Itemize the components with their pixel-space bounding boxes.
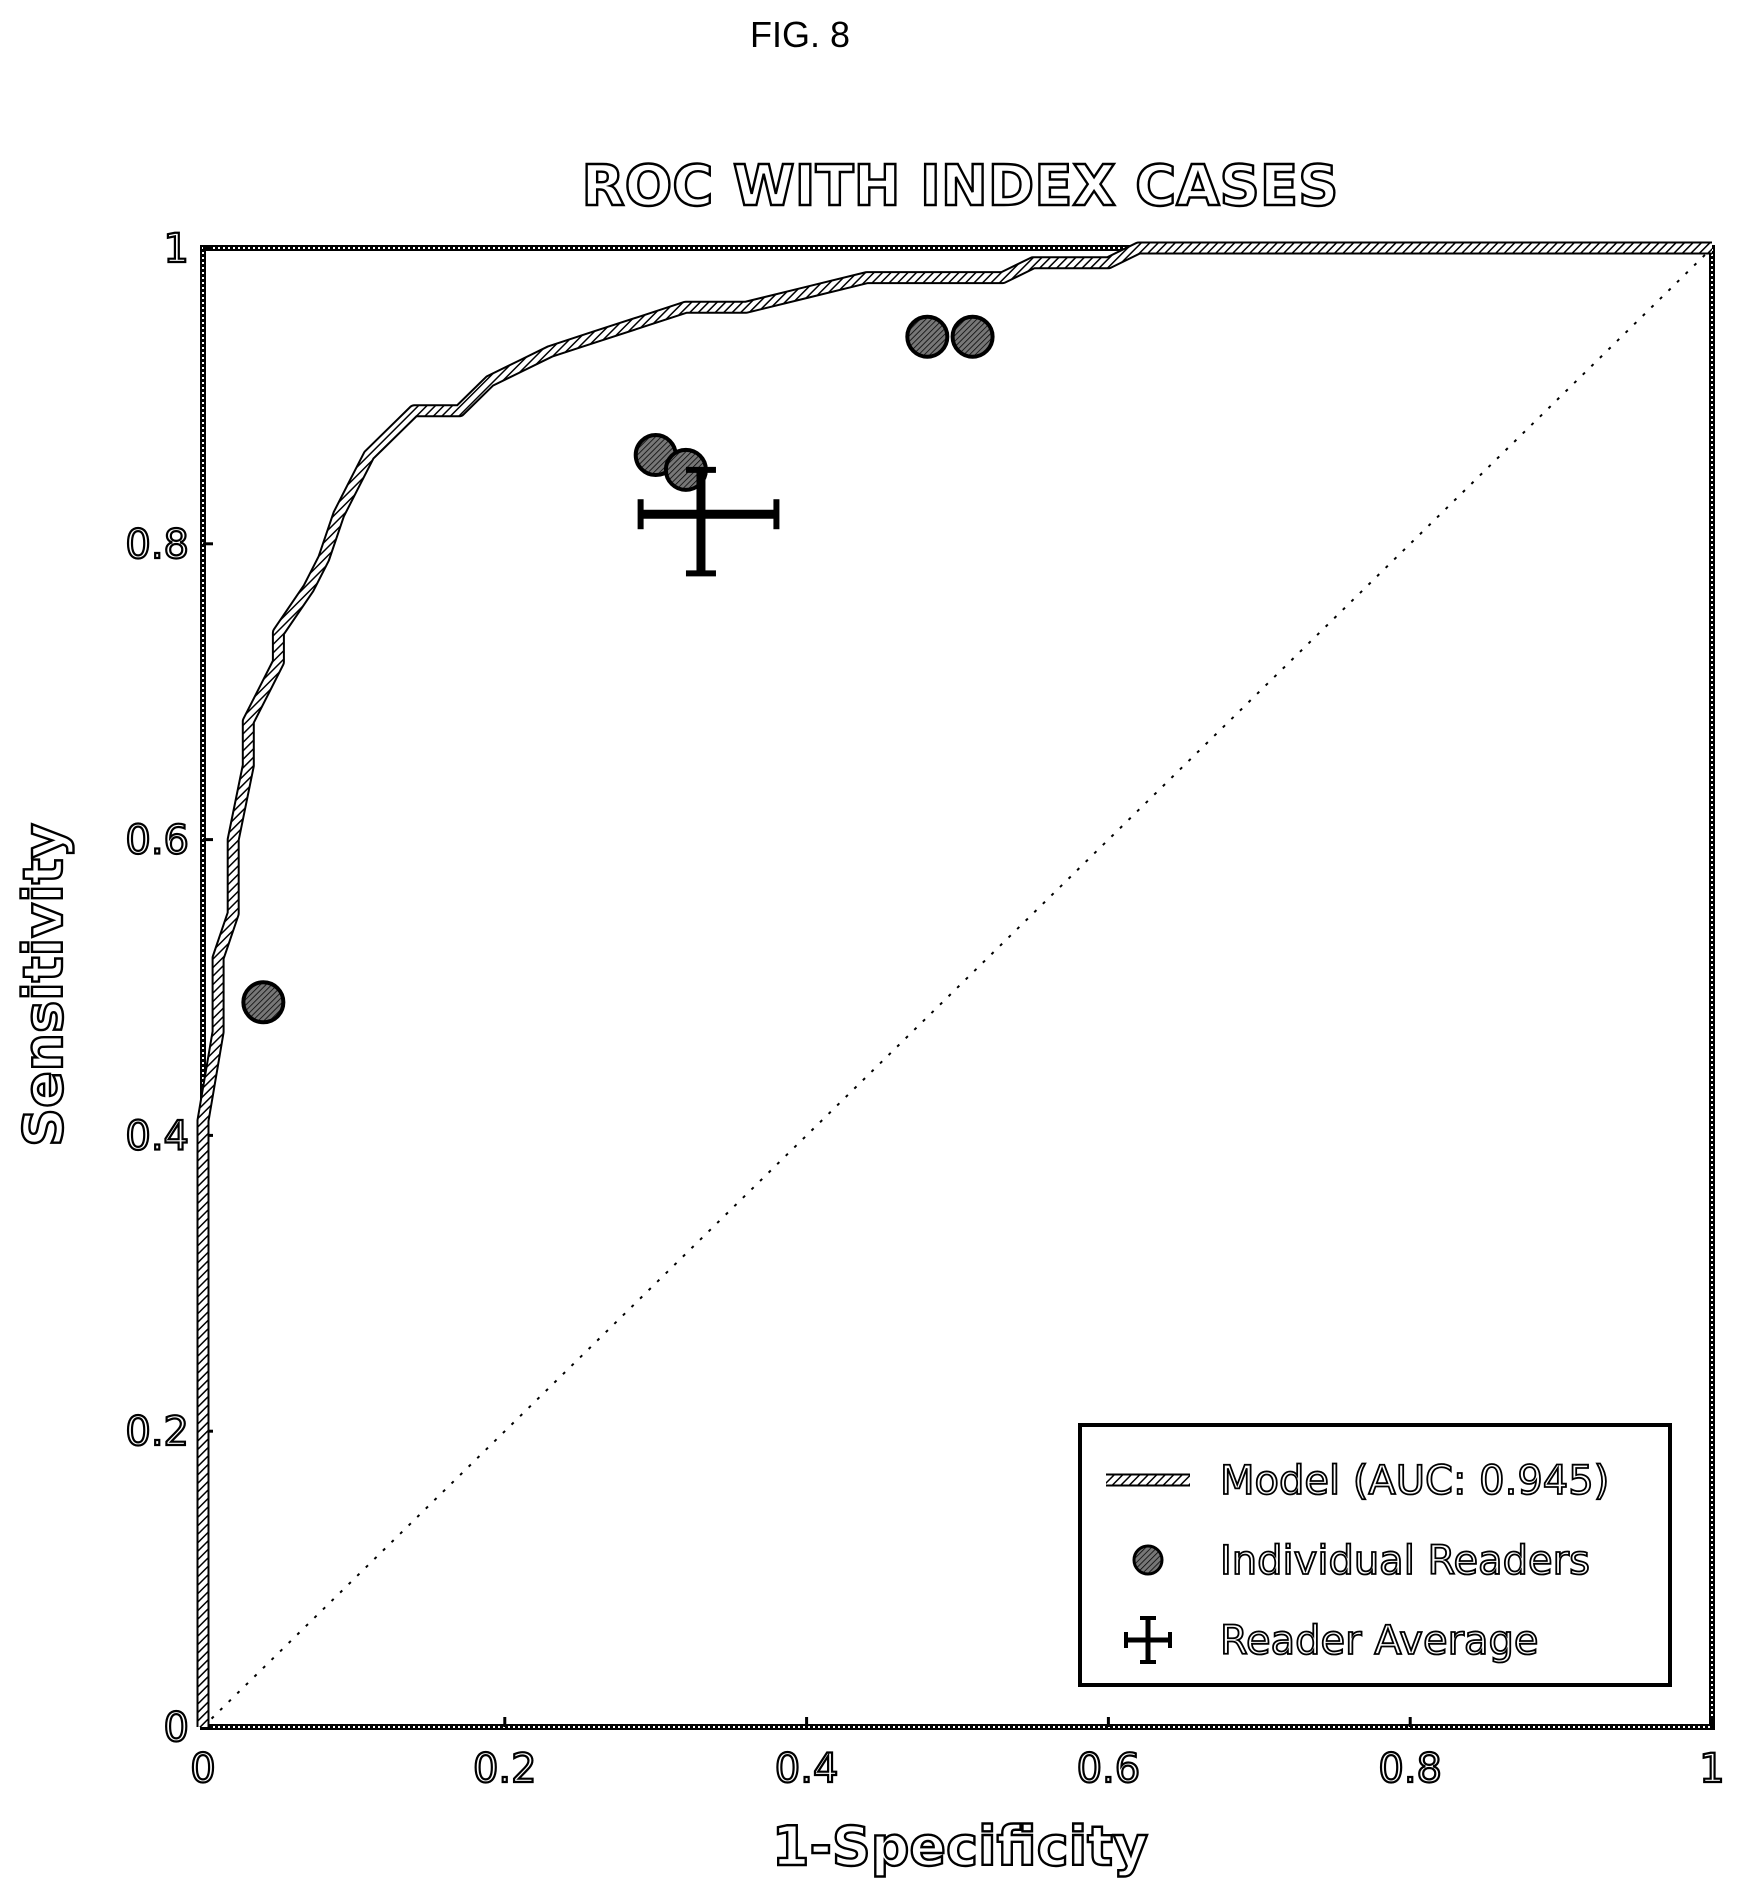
plot-area: 0 0.2 0.4 0.6 0.8 1 0 0.2 0.4 0.6 0.8 1 xyxy=(124,225,1726,1793)
legend-label: Reader Average xyxy=(1220,1618,1539,1664)
chance-diagonal-line xyxy=(202,247,1713,1728)
legend-label: Model (AUC: 0.945) xyxy=(1220,1458,1609,1504)
legend: Model (AUC: 0.945) Individual Readers Read… xyxy=(1078,1423,1672,1687)
chart-title: ROC WITH INDEX CASES xyxy=(582,154,1339,219)
y-tick-label: 0.4 xyxy=(125,1113,189,1159)
figure-label: FIG. 8 xyxy=(749,14,851,55)
y-tick-label: 0.8 xyxy=(125,522,189,568)
reader-point xyxy=(241,980,286,1025)
legend-readers-swatch xyxy=(1132,1544,1164,1576)
x-axis-label: 1-Specificity xyxy=(772,1815,1148,1878)
reader-average-marker xyxy=(637,466,780,577)
y-tick-label: 0.6 xyxy=(125,818,189,864)
legend-box xyxy=(1078,1423,1672,1687)
x-tick-label: 0.8 xyxy=(1378,1746,1442,1792)
reader-point xyxy=(950,314,995,359)
y-tick-label: 1 xyxy=(164,226,189,272)
x-tick-label: 0 xyxy=(190,1746,215,1792)
x-tick-label: 0.6 xyxy=(1077,1746,1141,1792)
y-tick-label: 0 xyxy=(164,1705,189,1751)
x-tick-label: 0.2 xyxy=(473,1746,537,1792)
legend-average-swatch xyxy=(1124,1616,1172,1664)
y-tick-label: 0.2 xyxy=(125,1409,189,1455)
x-tick-label: 1 xyxy=(1699,1746,1724,1792)
legend-label: Individual Readers xyxy=(1220,1538,1590,1584)
model-roc-curve xyxy=(198,243,1712,1727)
x-tick-label: 0.4 xyxy=(775,1746,839,1792)
y-axis-label: Sensitivity xyxy=(12,823,75,1147)
plot-frame-inner xyxy=(202,247,1713,1728)
reader-point xyxy=(905,314,950,359)
